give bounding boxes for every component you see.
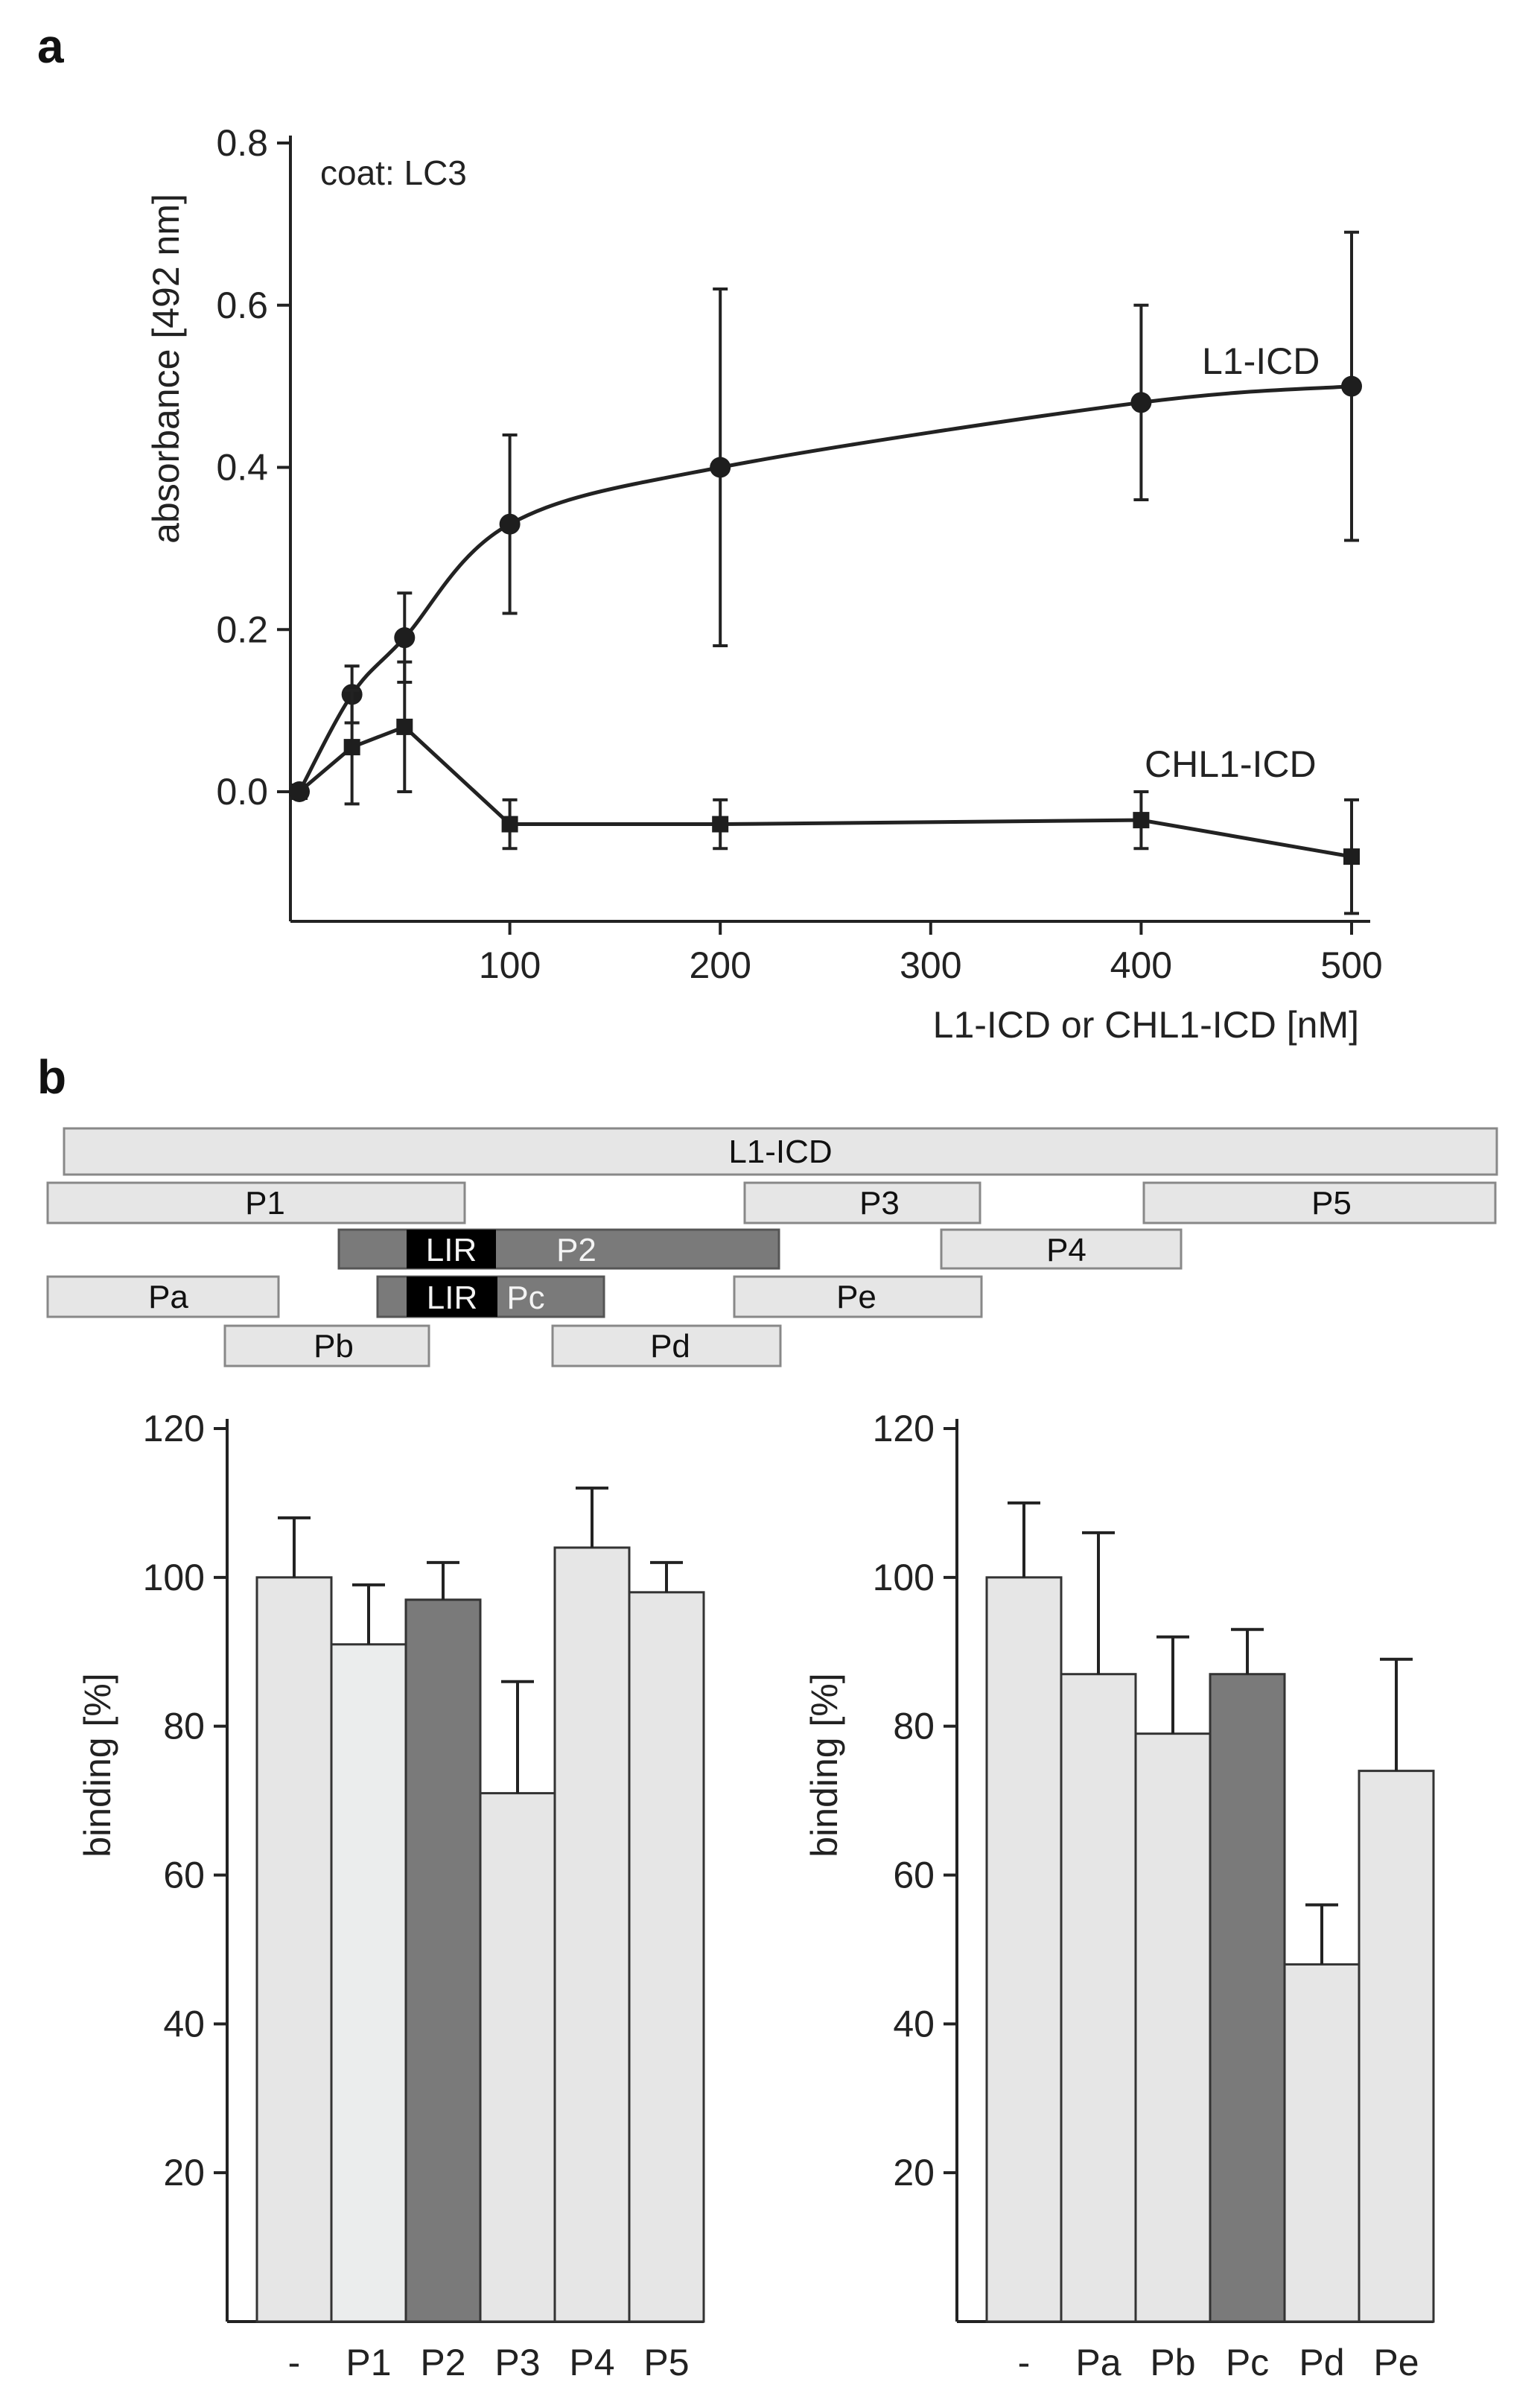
bar-y-tick-label: 80 [893, 1706, 935, 1747]
y-tick-label: 0.0 [216, 771, 268, 813]
bar-y-tick-label: 120 [873, 1408, 935, 1449]
bar [404, 1598, 482, 2323]
bar-y-tick-label: 60 [893, 1855, 935, 1896]
bar-y-tick-label: 20 [163, 2152, 205, 2193]
x-tick-label: 300 [900, 944, 961, 986]
y-tick-label: 0.2 [216, 609, 268, 650]
bar-category-label: P1 [346, 2342, 391, 2383]
data-point [501, 816, 518, 833]
bar-y-tick-label: 40 [893, 2003, 935, 2045]
data-point [396, 718, 413, 735]
segment-p3 [743, 1181, 981, 1224]
bar-right-y-title: binding [%] [804, 1673, 845, 1857]
segment-pa-label: Pa [148, 1279, 188, 1315]
x-axis-title: L1-ICD or CHL1-ICD [nM] [933, 1004, 1359, 1046]
bar-category-label: Pe [1373, 2342, 1419, 2383]
bar-chart-left: binding [%] 20 40 60 80 100 120 - P1 P2 P3 P4 P5 [77, 1408, 705, 2383]
segment-p4-label: P4 [1046, 1232, 1086, 1268]
x-tick-label: 400 [1110, 944, 1172, 986]
bar-y-tick-label: 100 [143, 1557, 205, 1598]
bar-category-label: - [1018, 2342, 1031, 2383]
x-tick-label: 100 [479, 944, 541, 986]
y-tick-label: 0.8 [216, 122, 268, 164]
bar-category-label: P3 [494, 2342, 540, 2383]
lir-motif [407, 1230, 496, 1268]
bar-category-label: - [288, 2342, 301, 2383]
bar-y-tick-label: 40 [163, 2003, 205, 2045]
segment-p1 [46, 1181, 466, 1224]
bar-y-tick-label: 100 [873, 1557, 935, 1598]
lir-label-pc: LIR [427, 1280, 477, 1316]
data-point [291, 784, 308, 800]
data-point [1343, 848, 1360, 865]
bar-left-y-title: binding [%] [77, 1673, 118, 1857]
segment-pe [733, 1275, 983, 1318]
bar-category-label: P4 [569, 2342, 614, 2383]
segment-p4 [940, 1228, 1183, 1270]
data-point [499, 513, 521, 535]
segment-pb [223, 1324, 430, 1367]
data-point [712, 816, 729, 833]
segment-p3-label: P3 [859, 1185, 900, 1221]
bar-y-tick-label: 120 [143, 1408, 205, 1449]
bar [330, 1643, 407, 2323]
bar-y-tick-label: 20 [893, 2152, 935, 2193]
segment-l1-icd [63, 1127, 1498, 1176]
bar [255, 1576, 333, 2323]
series-label: CHL1-ICD [1145, 743, 1317, 785]
bar [479, 1792, 556, 2323]
panel-b-label: b [37, 1050, 66, 1104]
domain-map: L1-ICD P1 P3 P5 LIR P2 P4 Pa LIR Pc Pe P… [46, 1127, 1498, 1367]
data-point [343, 739, 360, 756]
segment-p2-label: P2 [556, 1232, 596, 1268]
y-tick-label: 0.6 [216, 285, 268, 326]
bar-y-tick-label: 60 [163, 1855, 205, 1896]
bar-category-label: Pa [1075, 2342, 1121, 2383]
segment-p1-label: P1 [245, 1185, 285, 1221]
data-point [1341, 375, 1362, 397]
bar [1283, 1963, 1361, 2323]
data-point [710, 457, 731, 478]
data-point [1130, 392, 1152, 413]
x-tick-label: 200 [689, 944, 751, 986]
line-chart: coat: LC3 absorbance [492 nm] L1-ICD or … [145, 122, 1383, 1046]
bar-category-label: Pb [1150, 2342, 1195, 2383]
segment-p5-label: P5 [1311, 1185, 1352, 1221]
lir-label: LIR [426, 1232, 477, 1268]
bar-category-label: Pd [1299, 2342, 1344, 2383]
bar [1209, 1673, 1286, 2323]
bar-category-label: P2 [420, 2342, 465, 2383]
bar [1060, 1673, 1137, 2323]
bar [1134, 1732, 1212, 2323]
segment-l1-icd-label: L1-ICD [728, 1134, 832, 1170]
y-axis-title: absorbance [492 nm] [145, 194, 187, 544]
bar-category-label: Pc [1226, 2342, 1269, 2383]
segment-pd [551, 1324, 782, 1367]
segment-pd-label: Pd [650, 1328, 690, 1364]
bar [1358, 1770, 1435, 2323]
bar-category-label: P5 [643, 2342, 689, 2383]
bar [553, 1546, 631, 2323]
series-label: L1-ICD [1202, 340, 1320, 382]
segment-pa [46, 1275, 280, 1318]
lir-motif-pc [407, 1277, 497, 1317]
x-tick-label: 500 [1320, 944, 1382, 986]
segment-pc-label: Pc [506, 1280, 544, 1316]
segment-p5 [1142, 1181, 1497, 1224]
segment-pb-label: Pb [314, 1328, 354, 1364]
series-line-l1-icd [297, 384, 1352, 793]
bar [985, 1576, 1063, 2323]
data-point [1133, 812, 1150, 829]
y-tick-label: 0.4 [216, 447, 268, 489]
segment-pe-label: Pe [836, 1279, 876, 1315]
data-point [394, 627, 416, 649]
coat-annotation: coat: LC3 [320, 153, 467, 192]
bar-y-tick-label: 80 [163, 1706, 205, 1747]
bar-chart-right: binding [%] 20 40 60 80 100 120 - Pa Pb Pc Pd Pe [804, 1408, 1435, 2383]
panel-a-label: a [37, 19, 64, 73]
bar [628, 1591, 705, 2323]
